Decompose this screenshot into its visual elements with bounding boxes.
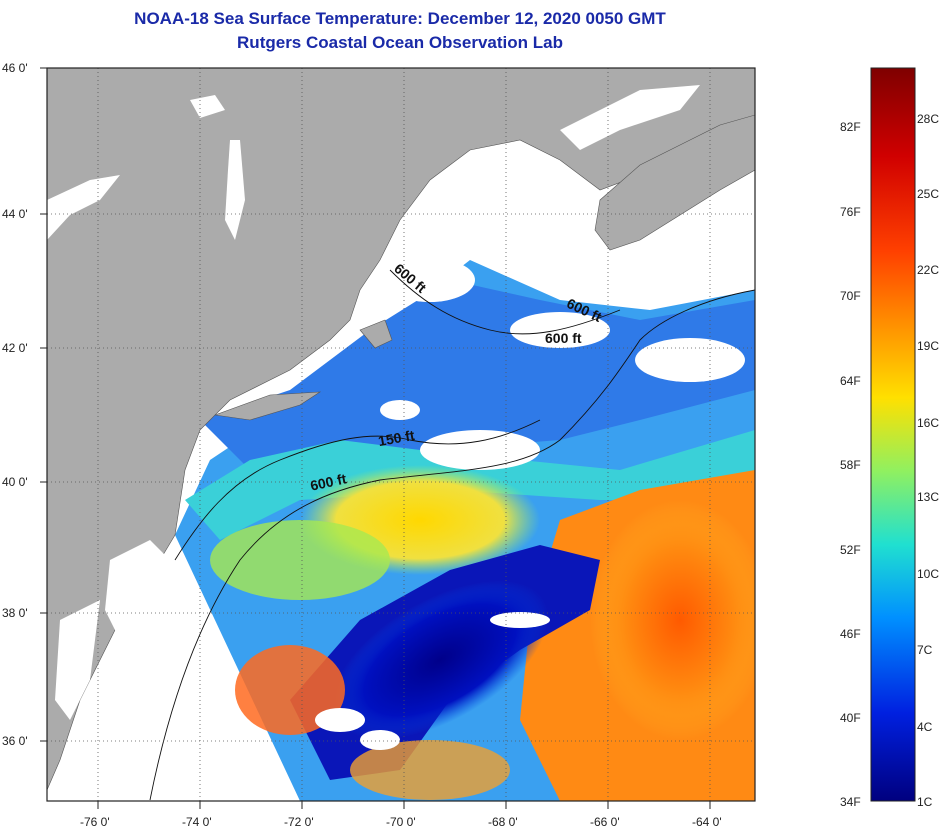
bathymetry-contours bbox=[149, 269, 755, 801]
nova-scotia bbox=[594, 114, 755, 251]
cold-shelf-water bbox=[200, 280, 755, 470]
contour-label: 600 ft bbox=[545, 330, 582, 346]
colorbar-label-c: 1C bbox=[917, 795, 933, 809]
colorbar-label-f: 76F bbox=[840, 205, 861, 219]
x-tick-72: -72 0' bbox=[284, 815, 314, 829]
x-tick-74: -74 0' bbox=[182, 815, 212, 829]
colorbar-label-c: 19C bbox=[917, 339, 940, 353]
x-tick-68: -68 0' bbox=[488, 815, 518, 829]
contour-gulf-of-maine bbox=[389, 269, 621, 335]
colorbar-label-c: 7C bbox=[917, 643, 933, 657]
south-warm-patch bbox=[350, 740, 510, 800]
colorbar bbox=[870, 67, 916, 802]
colorbar-label-c: 4C bbox=[917, 720, 933, 734]
colorbar-label-c: 16C bbox=[917, 416, 940, 430]
cloud-patches bbox=[315, 230, 745, 750]
y-tick-42: 42 0' bbox=[2, 341, 28, 355]
colorbar-label-f: 58F bbox=[840, 458, 861, 472]
colorbar-label-c: 10C bbox=[917, 567, 940, 581]
y-tick-38: 38 0' bbox=[2, 606, 28, 620]
long-island bbox=[214, 391, 322, 421]
frame-ticks bbox=[40, 67, 711, 809]
slope-water-green bbox=[210, 520, 390, 600]
map-subtitle: Rutgers Coastal Ocean Observation Lab bbox=[237, 33, 563, 52]
contour-150ft bbox=[174, 419, 541, 561]
y-tick-36: 36 0' bbox=[2, 734, 28, 748]
gulf-stream-core bbox=[590, 500, 755, 740]
x-tick-76: -76 0' bbox=[80, 815, 110, 829]
colorbar-label-c: 13C bbox=[917, 490, 940, 504]
inland-water bbox=[47, 85, 700, 720]
contour-600ft bbox=[149, 289, 755, 801]
colorbar-label-c: 25C bbox=[917, 187, 940, 201]
colorbar-label-f: 40F bbox=[840, 711, 861, 725]
colorbar-label-f: 70F bbox=[840, 289, 861, 303]
x-tick-66: -66 0' bbox=[590, 815, 620, 829]
x-tick-64: -64 0' bbox=[692, 815, 722, 829]
map-frame bbox=[46, 67, 756, 802]
map-area bbox=[47, 68, 755, 801]
map-title: NOAA-18 Sea Surface Temperature: Decembe… bbox=[134, 9, 666, 28]
colorbar-label-f: 34F bbox=[840, 795, 861, 809]
x-tick-70: -70 0' bbox=[386, 815, 416, 829]
colorbar-label-f: 46F bbox=[840, 627, 861, 641]
y-tick-46: 46 0' bbox=[2, 61, 28, 75]
colorbar-label-f: 52F bbox=[840, 543, 861, 557]
y-tick-44: 44 0' bbox=[2, 207, 28, 221]
colorbar-label-f: 64F bbox=[840, 374, 861, 388]
southwest-warm-patch bbox=[235, 645, 345, 735]
y-tick-40: 40 0' bbox=[2, 475, 28, 489]
colorbar-label-c: 28C bbox=[917, 112, 940, 126]
colorbar-label-c: 22C bbox=[917, 263, 940, 277]
cape-cod bbox=[359, 319, 393, 349]
colorbar-label-f: 82F bbox=[840, 120, 861, 134]
